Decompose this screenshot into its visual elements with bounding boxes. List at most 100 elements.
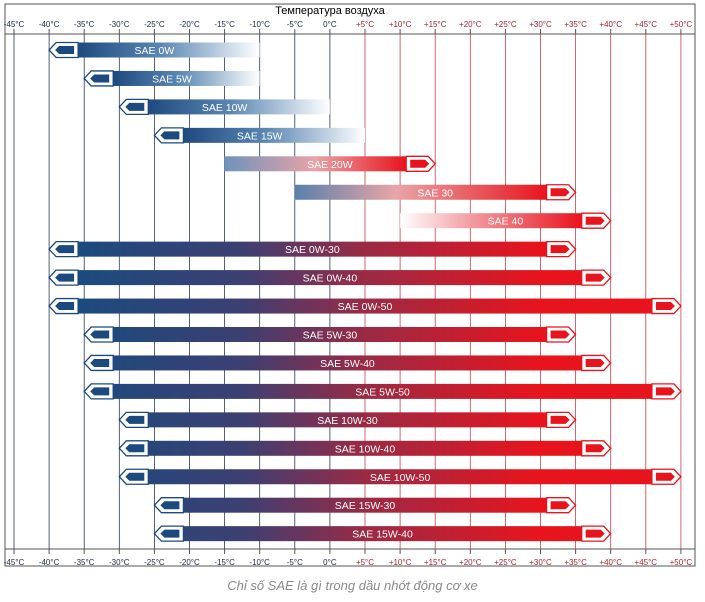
tick-label: -40°C [39,20,60,29]
bar-sae-0w-30: SAE 0W-30 [48,241,577,258]
bar-label: SAE 30 [417,187,453,199]
cold-arrow-inner [160,131,180,140]
tick-label: +45°C [635,558,658,567]
bar-label: SAE 0W-30 [285,244,340,256]
bar-sae-20w: SAE 20W [224,155,437,172]
tick-label: -35°C [74,20,95,29]
hot-arrow-inner [550,415,570,424]
bar-body [113,383,652,399]
cold-arrow-inner [90,74,110,83]
tick-label: +35°C [564,20,587,29]
bar-label: SAE 0W [135,45,175,57]
tick-label: -25°C [144,20,165,29]
bar-sae-40: SAE 40 [400,212,612,229]
bar-body [183,127,365,143]
tick-label: +25°C [494,20,517,29]
tick-label: +30°C [529,20,552,29]
hot-arrow-inner [655,387,675,396]
bar-body [113,327,547,342]
tick-label: 0°C [323,20,337,29]
tick-label: -45°C [4,20,25,29]
tick-label: -35°C [74,558,95,567]
tick-label: -15°C [214,558,235,567]
bar-body [148,469,652,485]
bar-label: SAE 10W-30 [317,415,378,427]
bar-label: SAE 10W [202,102,248,114]
hot-arrow-inner [655,302,675,311]
tick-label: -5°C [287,20,303,29]
bar-sae-30: SAE 30 [294,184,577,201]
bar-label: SAE 5W-50 [355,386,410,398]
cold-arrow-inner [55,245,75,254]
bar-sae-15w-30: SAE 15W-30 [153,497,577,514]
hot-arrow-inner [550,245,570,254]
tick-label: +15°C [424,20,447,29]
bar-sae-15w: SAE 15W [153,127,365,144]
bar-body [294,184,547,200]
cold-arrow-inner [125,472,145,481]
bar-label: SAE 15W [237,130,283,142]
cold-arrow-inner [125,102,145,111]
bar-sae-0w-40: SAE 0W-40 [48,269,612,286]
bar-sae-5w-50: SAE 5W-50 [83,383,682,400]
tick-label: +45°C [635,20,658,29]
bar-sae-10w: SAE 10W [118,98,330,116]
tick-label: +50°C [670,558,693,567]
bar-sae-5w: SAE 5W [83,70,260,87]
tick-label: +5°C [356,20,374,29]
figure-caption: Chỉ số SAE là gì trong dầu nhớt động cơ … [227,578,478,593]
bar-body [78,298,652,314]
bar-sae-5w-40: SAE 5W-40 [83,354,612,372]
bar-body [78,270,582,286]
tick-label: +35°C [564,558,587,567]
bar-body [113,355,582,371]
tick-label: 0°C [323,558,337,567]
cold-arrow-inner [125,415,145,424]
bars: SAE 0W SAE 5W SAE 10W SAE 15W SAE 20W SAE 30 S… [48,41,682,542]
tick-label: +40°C [599,558,622,567]
tick-label: +20°C [459,20,482,29]
cold-arrow-inner [160,501,180,510]
tick-label: +15°C [424,558,447,567]
tick-label: -45°C [4,558,25,567]
tick-label: +10°C [389,558,412,567]
bottom-tick-labels: -45°C -40°C -35°C -30°C -25°C -20°C -15°C -10°C… [4,558,693,567]
bar-body [148,412,547,428]
bar-body [78,42,260,58]
bar-body [183,526,582,542]
bar-label: SAE 5W [152,73,192,85]
bar-sae-10w-40: SAE 10W-40 [118,440,612,457]
bar-body [183,497,547,513]
tick-label: +10°C [389,20,412,29]
hot-arrow-inner [585,529,605,538]
tick-label: +5°C [356,558,374,567]
bar-body [224,156,407,172]
tick-label: -10°C [249,558,270,567]
bar-label: SAE 20W [307,159,353,171]
bar-sae-0w-50: SAE 0W-50 [48,297,682,315]
hot-arrow-inner [655,472,675,481]
hot-arrow-inner [585,358,605,367]
bar-sae-0w: SAE 0W [48,41,260,59]
tick-label: -30°C [109,558,130,567]
cold-arrow-inner [125,444,145,453]
bar-label: SAE 5W-30 [303,330,358,342]
tick-label: -10°C [249,20,270,29]
bar-label: SAE 15W-30 [335,500,396,512]
cold-arrow-inner [90,387,110,396]
cold-arrow-inner [90,330,110,339]
hot-arrow-inner [550,188,570,197]
hot-arrow-inner [585,273,605,282]
tick-label: +25°C [494,558,517,567]
bar-sae-5w-30: SAE 5W-30 [83,326,577,343]
tick-label: -40°C [39,558,60,567]
hot-arrow-inner [585,216,605,225]
hot-arrow-inner [585,444,605,453]
bar-sae-15w-40: SAE 15W-40 [153,525,612,542]
tick-label: -5°C [287,558,303,567]
bar-label: SAE 10W-40 [335,443,396,455]
tick-label: +20°C [459,558,482,567]
tick-label: -20°C [179,20,200,29]
chart-title: Температура воздуха [275,5,385,17]
cold-arrow-inner [160,529,180,538]
